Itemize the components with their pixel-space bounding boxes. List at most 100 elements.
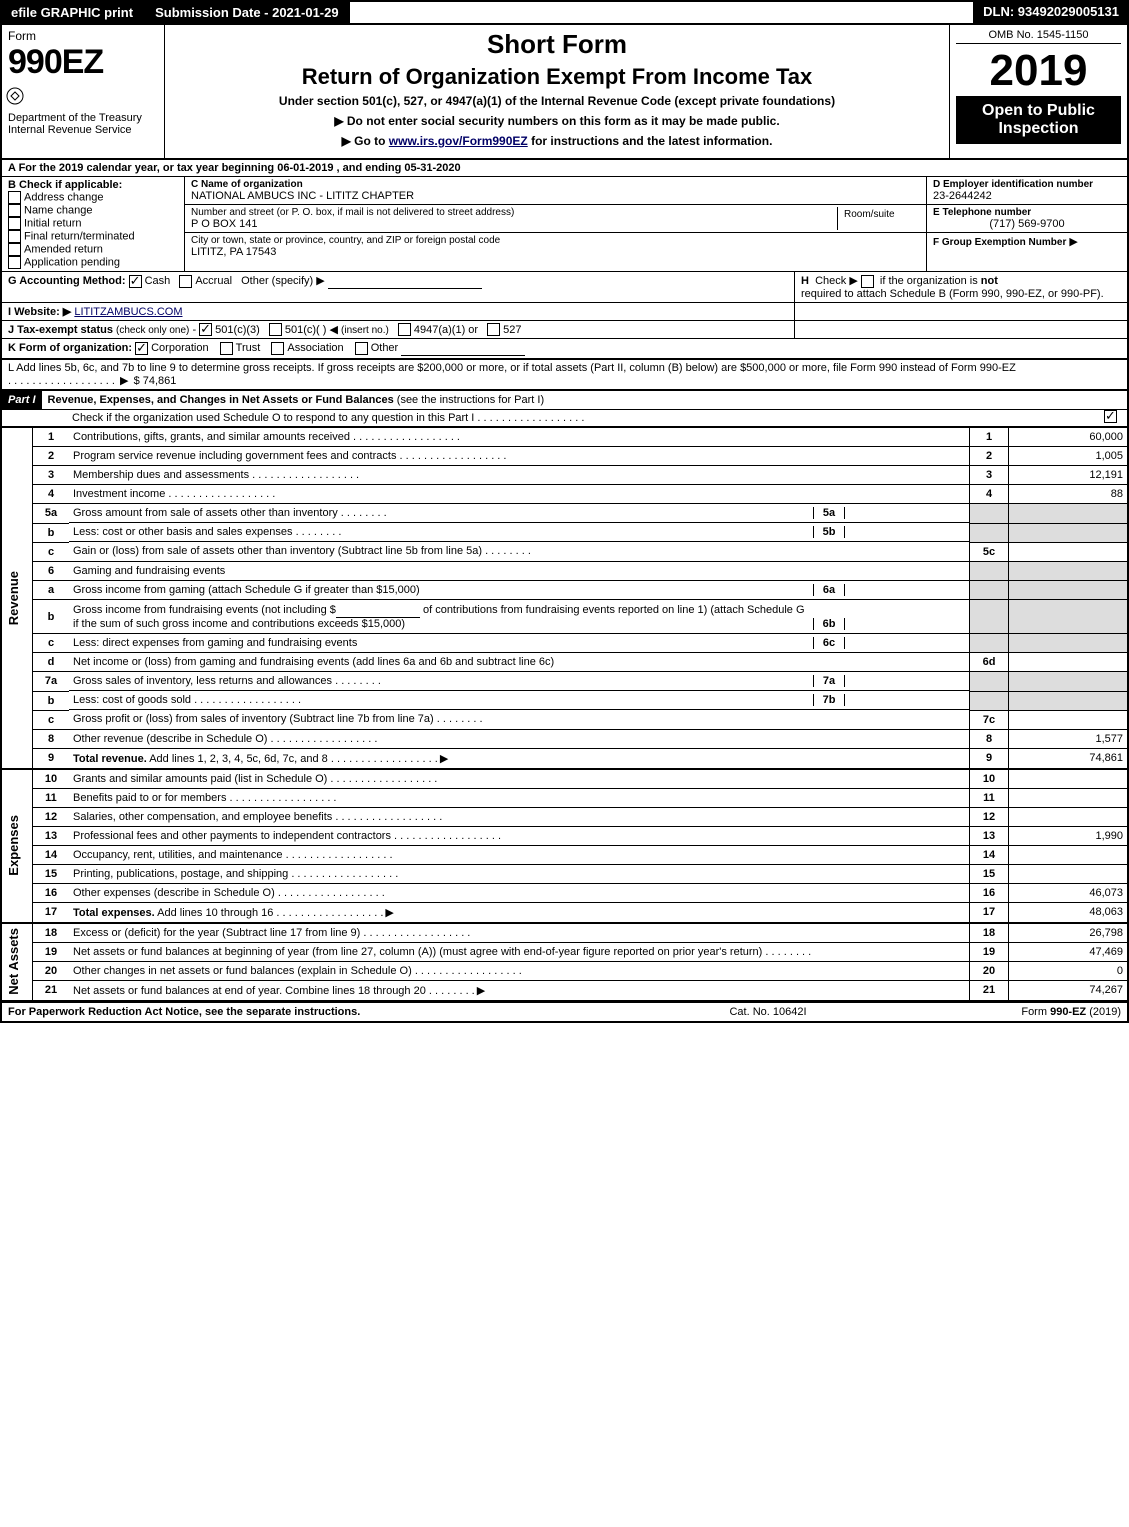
page-footer: For Paperwork Reduction Act Notice, see …	[0, 1002, 1129, 1023]
ein-value: 23-2644242	[933, 190, 1121, 202]
k-label: K Form of organization:	[8, 342, 132, 354]
f-arrow-icon: ▶	[1069, 236, 1077, 248]
insert-arrow-icon: ◀	[329, 324, 337, 336]
title-main: Return of Organization Exempt From Incom…	[171, 64, 943, 90]
chk-501c3[interactable]	[199, 323, 212, 336]
line-16-num: 16	[970, 883, 1009, 902]
line-2-num: 2	[970, 447, 1009, 466]
chk-trust[interactable]	[220, 342, 233, 355]
line-17-arrow-icon	[383, 907, 395, 919]
h-check-text: Check ▶	[815, 275, 858, 287]
line-10-val	[1009, 769, 1129, 789]
efile-print-btn[interactable]: efile GRAPHIC print	[0, 0, 144, 25]
top-bar: efile GRAPHIC print Submission Date - 20…	[0, 0, 1129, 25]
footer-form-bold: 990-EZ	[1050, 1006, 1086, 1018]
line-6b-amount-input[interactable]	[336, 603, 420, 618]
chk-application-pending[interactable]	[8, 256, 21, 269]
chk-corporation[interactable]	[135, 342, 148, 355]
irs-link[interactable]: www.irs.gov/Form990EZ	[389, 134, 528, 148]
line-18-val: 26,798	[1009, 923, 1129, 943]
line-18-desc: Excess or (deficit) for the year (Subtra…	[73, 927, 470, 939]
line-5a-desc: Gross amount from sale of assets other t…	[73, 507, 813, 519]
org-name: NATIONAL AMBUCS INC - LITITZ CHAPTER	[191, 190, 920, 202]
line-6d-desc: Net income or (loss) from gaming and fun…	[69, 653, 970, 672]
line-15-desc: Printing, publications, postage, and shi…	[73, 868, 398, 880]
line-21-val: 74,267	[1009, 980, 1129, 1001]
gh-row: G Accounting Method: Cash Accrual Other …	[0, 272, 1129, 303]
chk-accrual[interactable]	[179, 275, 192, 288]
line-3-val: 12,191	[1009, 466, 1129, 485]
i-label: I Website: ▶	[8, 306, 71, 318]
line-5c-desc: Gain or (loss) from sale of assets other…	[73, 545, 531, 557]
line-6d-num: 6d	[970, 653, 1009, 672]
line-3-num: 3	[970, 466, 1009, 485]
line-14-val	[1009, 845, 1129, 864]
lbl-cash: Cash	[145, 275, 171, 287]
line-19-val: 47,469	[1009, 942, 1129, 961]
line-6b-desc1: Gross income from fundraising events (no…	[73, 604, 336, 616]
f-label: F Group Exemption Number	[933, 237, 1066, 248]
chk-other-org[interactable]	[355, 342, 368, 355]
chk-schedule-o-used[interactable]	[1104, 410, 1117, 423]
l-text: L Add lines 5b, 6c, and 7b to line 9 to …	[8, 362, 1016, 374]
line-19-desc: Net assets or fund balances at beginning…	[73, 946, 811, 958]
lbl-trust: Trust	[236, 342, 261, 354]
footer-form-pre: Form	[1021, 1006, 1050, 1018]
line-6d-val	[1009, 653, 1129, 672]
line-4-num: 4	[970, 485, 1009, 504]
chk-initial-return[interactable]	[8, 217, 21, 230]
chk-name-change[interactable]	[8, 204, 21, 217]
title-short-form: Short Form	[171, 29, 943, 60]
lbl-4947: 4947(a)(1) or	[414, 324, 478, 336]
submission-date-btn[interactable]: Submission Date - 2021-01-29	[144, 0, 350, 25]
j-row: J Tax-exempt status (check only one) - 5…	[0, 321, 1129, 340]
chk-address-change[interactable]	[8, 191, 21, 204]
treasury-seal-icon	[6, 87, 24, 105]
chk-4947[interactable]	[398, 323, 411, 336]
h-text3: required to attach Schedule B (Form 990,…	[801, 288, 1104, 300]
lbl-name-change: Name change	[24, 204, 93, 216]
line-6c-desc: Less: direct expenses from gaming and fu…	[73, 637, 813, 649]
note-goto-pre: Go to	[354, 134, 389, 148]
line-5a-inum: 5a	[813, 507, 845, 519]
chk-schedule-b-not-required[interactable]	[861, 275, 874, 288]
line-8-desc: Other revenue (describe in Schedule O)	[73, 733, 377, 745]
line-12-val	[1009, 807, 1129, 826]
line-21-num: 21	[970, 980, 1009, 1001]
line-13-val: 1,990	[1009, 826, 1129, 845]
j-small: (check only one)	[116, 325, 189, 336]
other-org-input[interactable]	[401, 341, 525, 356]
line-7c-desc: Gross profit or (loss) from sales of inv…	[73, 713, 483, 725]
section-def: D Employer identification number 23-2644…	[926, 177, 1127, 271]
line-2-val: 1,005	[1009, 447, 1129, 466]
chk-cash[interactable]	[129, 275, 142, 288]
line-12-desc: Salaries, other compensation, and employ…	[73, 811, 442, 823]
line-5c-num: 5c	[970, 542, 1009, 561]
subtitle: Under section 501(c), 527, or 4947(a)(1)…	[171, 94, 943, 108]
lbl-other-specify: Other (specify) ▶	[241, 275, 325, 287]
line-9-desc2: Add lines 1, 2, 3, 4, 5c, 6d, 7c, and 8	[147, 753, 438, 765]
h-text2: if the organization is	[880, 275, 981, 287]
room-label: Room/suite	[837, 207, 920, 230]
footer-form-post: (2019)	[1086, 1006, 1121, 1018]
line-4-val: 88	[1009, 485, 1129, 504]
b-heading: B Check if applicable:	[8, 179, 178, 191]
chk-amended-return[interactable]	[8, 243, 21, 256]
vlabel-expenses: Expenses	[6, 815, 21, 876]
footer-left: For Paperwork Reduction Act Notice, see …	[8, 1006, 515, 1018]
chk-final-return[interactable]	[8, 230, 21, 243]
part-i-paren: (see the instructions for Part I)	[397, 394, 544, 406]
topbar-spacer	[350, 0, 974, 25]
lbl-accrual: Accrual	[195, 275, 232, 287]
chk-501c[interactable]	[269, 323, 282, 336]
other-specify-input[interactable]	[328, 274, 482, 289]
chk-association[interactable]	[271, 342, 284, 355]
chk-527[interactable]	[487, 323, 500, 336]
website-link[interactable]: LITITZAMBUCS.COM	[74, 306, 182, 318]
l-dots	[8, 375, 115, 387]
line-3-desc: Membership dues and assessments	[73, 469, 359, 481]
l-arrow-icon	[118, 375, 130, 387]
part-i-title: Revenue, Expenses, and Changes in Net As…	[48, 394, 394, 406]
line-13-desc: Professional fees and other payments to …	[73, 830, 501, 842]
line-5b-desc: Less: cost or other basis and sales expe…	[73, 526, 813, 538]
